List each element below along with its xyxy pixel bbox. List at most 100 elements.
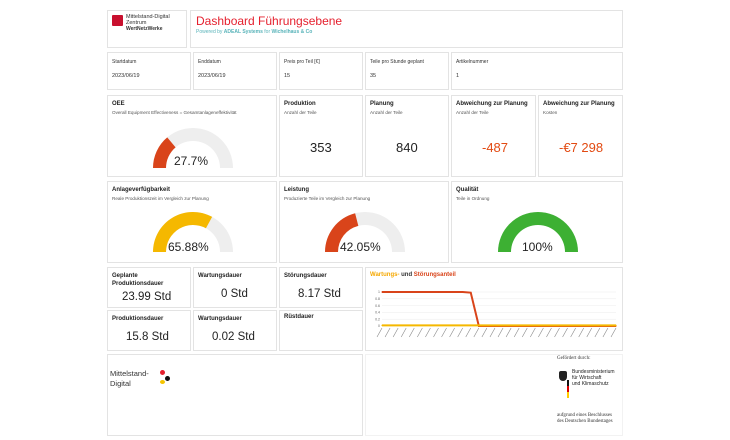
- param-value: 1: [456, 73, 460, 79]
- bm-line1: Bundesministerium: [572, 369, 615, 375]
- data-point: [462, 324, 464, 326]
- x-tick-label: [376, 327, 383, 338]
- data-point: [454, 291, 456, 293]
- param-label: Preis pro Teil [€]: [284, 59, 320, 65]
- data-point: [470, 292, 472, 294]
- x-tick-label: [400, 327, 407, 338]
- x-tick-label: [409, 327, 415, 338]
- x-tick-label: [392, 327, 399, 338]
- flag-stripe-red: [567, 386, 569, 392]
- data-point: [397, 324, 399, 326]
- data-point: [397, 291, 399, 293]
- leistung-value: 42.05%: [340, 240, 381, 254]
- qualitaet-subtitle: Teile in Ordnung: [456, 196, 490, 201]
- data-point: [478, 324, 480, 326]
- beschluss-line1: aufgrund eines Beschlusses: [557, 413, 612, 418]
- logo-emblem: [112, 15, 123, 26]
- md-dot-red: [160, 370, 165, 375]
- param-value: 35: [370, 73, 377, 79]
- data-point: [437, 324, 440, 326]
- x-tick-label: [384, 327, 391, 338]
- gefoerdert-label: Gefördert durch:: [557, 356, 591, 361]
- param-value: 2023/06/19: [112, 73, 140, 79]
- gauge-track: [153, 128, 233, 168]
- x-tick-label: [425, 327, 431, 338]
- ruestdauer-label: Rüstdauer: [284, 314, 314, 320]
- md-logo-line2: Digital: [110, 379, 131, 388]
- data-point: [429, 291, 432, 293]
- flag-stripe-black: [567, 380, 569, 386]
- data-point: [389, 291, 391, 293]
- x-tick-label: [513, 327, 520, 338]
- oee-subtitle: Overall Equipment Effectiveness = Gesamt…: [112, 110, 237, 115]
- data-point: [413, 291, 415, 293]
- data-point: [494, 324, 496, 326]
- param-artikelnummer[interactable]: Artikelnummer 1: [451, 52, 623, 90]
- page-subtitle: Powered by ADEAL Systems for Wichelhaus …: [196, 29, 312, 35]
- gauge-fill: [153, 212, 213, 252]
- gauge-fill: [153, 137, 176, 168]
- md-dot-yellow: [160, 380, 165, 384]
- header-logo-card: Mittelstand-Digital Zentrum WertNetzWerk…: [107, 10, 187, 48]
- param-value: 2023/06/19: [198, 73, 226, 79]
- verfuegbarkeit-value: 65.88%: [168, 240, 209, 254]
- produktionsdauer-value: 15.8 Std: [126, 331, 169, 343]
- qualitaet-card: Qualität Teile in Ordnung 100%: [451, 181, 623, 263]
- footer-bm-logo-card: Gefördert durch: Bundesministerium für W…: [365, 354, 623, 436]
- leistung-card: Leistung Produzierte Teile im Vergleich …: [279, 181, 449, 263]
- data-point: [575, 324, 577, 326]
- oee-card: OEE Overall Equipment Effectiveness = Ge…: [107, 95, 277, 177]
- x-tick-label: [538, 327, 544, 338]
- chart-card: Wartungs- und Störungsanteil 0 0.2 0.4 0.6 0…: [365, 267, 623, 351]
- param-enddatum[interactable]: Enddatum 2023/06/19: [193, 52, 277, 90]
- data-point: [510, 324, 512, 326]
- eagle-icon: [559, 371, 567, 381]
- x-tick-label: [441, 327, 447, 338]
- bm-line2: für Wirtschaft: [572, 375, 602, 381]
- data-point: [429, 324, 432, 326]
- x-tick-label: [473, 327, 480, 338]
- data-point: [518, 324, 520, 326]
- x-tick-label: [417, 327, 423, 338]
- x-tick-label: [433, 327, 439, 338]
- oee-gauge: [153, 128, 233, 168]
- series-line: [382, 291, 616, 327]
- y-tick-label: 0.8: [375, 297, 380, 301]
- x-tick-label: [594, 327, 601, 338]
- data-point: [583, 324, 585, 326]
- md-logo-line1: Mittelstand-: [110, 369, 149, 378]
- stoerung-value: 8.17 Std: [298, 288, 341, 300]
- gauge-fill: [498, 211, 578, 252]
- param-label: Artikelnummer: [456, 59, 489, 65]
- data-point: [599, 324, 601, 326]
- footer-md-logo-card: Mittelstand- Digital: [107, 354, 363, 436]
- verfuegbarkeit-subtitle: Reale Produktionszeit im Vergleich zur P…: [112, 196, 209, 201]
- x-tick-label: [505, 327, 512, 338]
- verfuegbarkeit-title: Anlageverfügbarkeit: [112, 187, 171, 193]
- x-tick-label: [610, 327, 617, 338]
- param-startdatum[interactable]: Startdatum 2023/06/19: [107, 52, 191, 90]
- data-point: [534, 324, 536, 326]
- chart-title-mid: und: [399, 272, 414, 278]
- ruestdauer-card: Rüstdauer: [279, 310, 363, 351]
- geplant-label: Geplante Produktionsdauer: [112, 273, 164, 287]
- leistung-title: Leistung: [284, 187, 309, 193]
- produktionsdauer-label: Produktionsdauer: [112, 316, 164, 322]
- x-tick-label: [586, 327, 593, 338]
- md-logo-dots: [160, 370, 172, 384]
- param-preis[interactable]: Preis pro Teil [€] 15: [279, 52, 363, 90]
- data-point: [591, 324, 593, 326]
- logo-line-1: Mittelstand-Digital: [126, 14, 170, 20]
- verfuegbarkeit-card: Anlageverfügbarkeit Reale Produktionszei…: [107, 181, 277, 263]
- data-point: [389, 324, 391, 326]
- page-title: Dashboard Führungsebene: [196, 14, 343, 28]
- data-point: [445, 324, 448, 326]
- produktionsdauer-card: Produktionsdauer 15.8 Std: [107, 310, 191, 351]
- param-teile-pro-stunde[interactable]: Teile pro Stunde geplant 35: [365, 52, 449, 90]
- subtitle-client: Wichelhaus & Co: [271, 29, 313, 35]
- leistung-subtitle: Produzierte Teile im Vergleich zur Planu…: [284, 196, 371, 201]
- header-title-card: Dashboard Führungsebene Powered by ADEAL…: [190, 10, 623, 48]
- data-point: [405, 291, 407, 293]
- produktion-card: Produktion Anzahl der Teile 353: [279, 95, 363, 177]
- planung-value: 840: [396, 140, 418, 155]
